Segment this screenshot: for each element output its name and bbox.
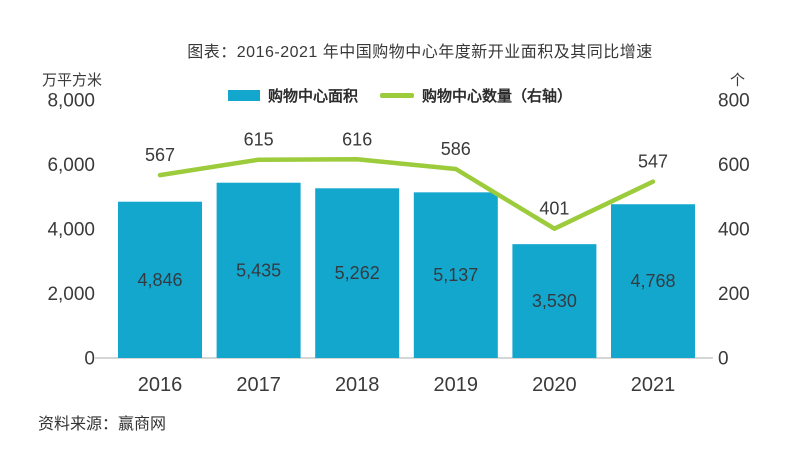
left-axis-unit-label: 万平方米 [42,72,103,89]
bar-2021 [611,204,695,358]
bar-value-label-2016: 4,846 [137,270,182,290]
left-axis-tick: 2,000 [47,284,95,305]
bar-2017 [216,182,301,358]
chart-legend: 购物中心面积 购物中心数量（右轴） [0,85,800,106]
left-axis-tick: 4,000 [47,220,95,241]
bar-2016 [118,201,202,358]
bar-value-label-2018: 5,262 [335,263,380,283]
right-axis-tick: 200 [718,284,750,305]
line-value-label-2019: 586 [441,139,471,159]
line-value-label-2021: 547 [638,152,668,172]
bar-2020 [512,244,597,358]
bar-value-label-2019: 5,137 [433,265,478,285]
x-axis-label-2019: 2019 [434,374,479,396]
right-axis-unit-label: 个 [730,72,746,89]
x-axis-label-2020: 2020 [532,374,577,396]
right-axis-tick: 400 [718,220,750,241]
legend-bar-swatch-icon [227,90,260,101]
line-value-label-2018: 616 [342,129,372,149]
bar-2019 [413,192,498,358]
bar-value-label-2017: 5,435 [236,260,281,280]
source-note: 资料来源：赢商网 [38,416,167,433]
bar-2018 [315,188,400,358]
right-axis-tick: 800 [718,91,750,112]
legend-label-area: 购物中心面积 [267,88,358,105]
legend-line-swatch-icon [380,93,414,98]
chart-title: 图表：2016-2021 年中国购物中心年度新开业面积及其同比增速 [187,44,653,61]
line-value-label-2017: 615 [244,130,274,150]
legend-item-count: 购物中心数量（右轴） [380,85,572,106]
x-axis-label-2021: 2021 [631,374,676,396]
left-axis-tick: 8,000 [47,91,95,112]
line-value-label-2020: 401 [539,199,569,219]
left-axis-tick: 6,000 [47,155,95,176]
legend-item-area: 购物中心面积 [227,85,358,106]
x-axis-label-2017: 2017 [236,374,281,396]
line-value-label-2016: 567 [145,145,175,165]
line-series [157,157,656,231]
right-axis-tick: 600 [718,155,750,176]
bar-value-label-2020: 3,530 [532,291,577,311]
bar-value-label-2021: 4,768 [630,271,675,291]
x-axis-label-2018: 2018 [335,374,380,396]
legend-label-count: 购物中心数量（右轴） [422,88,573,105]
left-axis-tick: 0 [84,349,95,370]
right-axis-tick: 0 [718,349,729,370]
x-axis-label-2016: 2016 [138,374,183,396]
